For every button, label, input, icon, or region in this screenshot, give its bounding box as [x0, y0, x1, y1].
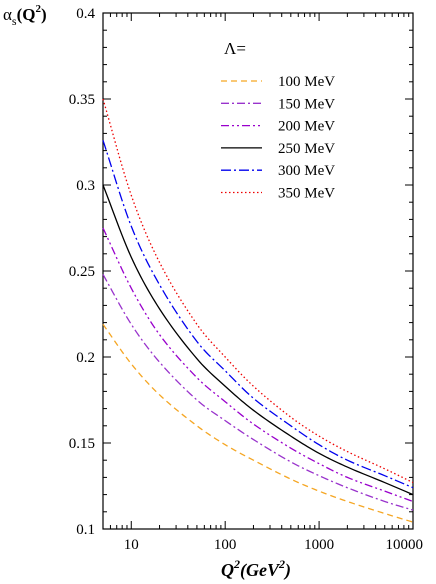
- series-line-150-mev: [102, 274, 414, 511]
- legend-label: 150 MeV: [278, 96, 335, 112]
- y-tick-label: 0.4: [76, 6, 95, 22]
- legend-label: 250 MeV: [278, 141, 335, 157]
- series-line-350-mev: [102, 98, 414, 484]
- axes: 0.1 0.15 0.2 0.25 0.3 0.35 0.4 10 100 1000 10000: [69, 6, 423, 553]
- legend-label: 100 MeV: [278, 74, 335, 90]
- y-tick-label: 0.3: [76, 178, 95, 194]
- y-tick-label: 0.2: [76, 350, 95, 366]
- legend-label: 200 MeV: [278, 119, 335, 135]
- x-tick-label: 100: [214, 537, 237, 553]
- legend: Λ= 100 MeV 150 MeV 200 MeV 250 MeV 300 MeV 350…: [221, 39, 335, 202]
- series-lines: [102, 98, 414, 523]
- y-tick-label: 0.25: [69, 264, 95, 280]
- legend-label: 300 MeV: [278, 163, 335, 179]
- plot-frame: [102, 12, 414, 530]
- x-tick-label: 10: [124, 537, 139, 553]
- legend-title: Λ=: [224, 39, 246, 58]
- x-tick-label: 1000: [304, 537, 334, 553]
- legend-label: 350 MeV: [278, 186, 335, 202]
- y-tick-label: 0.15: [69, 436, 95, 452]
- series-line-100-mev: [102, 323, 414, 523]
- axis-labels: αs(Q2) Q2(GeV2): [3, 3, 291, 581]
- series-line-250-mev: [102, 184, 414, 496]
- x-axis-label: Q2(GeV2): [221, 557, 291, 581]
- series-line-300-mev: [102, 140, 414, 489]
- y-axis-label: αs(Q2): [3, 3, 47, 28]
- y-tick-label: 0.35: [69, 92, 95, 108]
- y-tick-label: 0.1: [76, 522, 95, 538]
- x-tick-label: 10000: [386, 537, 424, 553]
